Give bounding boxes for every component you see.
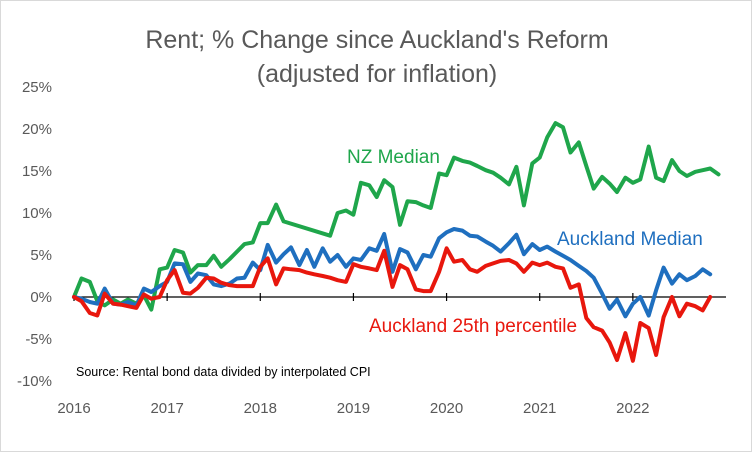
y-tick-label: -5%	[25, 331, 52, 348]
series-label-nz-median: NZ Median	[347, 147, 440, 168]
y-tick-label: 0%	[30, 289, 52, 306]
series-label-auckland-25th-percentile: Auckland 25th percentile	[369, 316, 577, 337]
y-tick-label: -10%	[17, 373, 52, 390]
x-tick-label: 2019	[337, 400, 370, 417]
x-tick-label: 2018	[244, 400, 277, 417]
x-axis: 2016 2017 2018 2019 2020 2021 2022	[57, 293, 726, 417]
plot-area	[72, 121, 721, 363]
y-axis: 25% 20% 15% 10% 5% 0% -5% -10%	[17, 79, 52, 390]
series-line-nz-median	[72, 121, 721, 312]
y-tick-label: 25%	[22, 79, 52, 96]
source-note: Source: Rental bond data divided by inte…	[76, 365, 371, 379]
y-tick-label: 5%	[30, 247, 52, 264]
chart-title: Rent; % Change since Auckland's Reform	[145, 26, 608, 54]
x-tick-label: 2020	[430, 400, 463, 417]
x-tick-label: 2022	[616, 400, 649, 417]
x-tick-label: 2021	[523, 400, 556, 417]
x-tick-label: 2017	[150, 400, 183, 417]
x-tick-label: 2016	[57, 400, 90, 417]
y-tick-label: 20%	[22, 121, 52, 138]
chart-subtitle: (adjusted for inflation)	[257, 60, 497, 88]
y-tick-label: 15%	[22, 163, 52, 180]
series-line-auckland-median	[72, 227, 713, 319]
y-tick-label: 10%	[22, 205, 52, 222]
series-label-auckland-median: Auckland Median	[557, 229, 703, 250]
series-line-auckland-25th-percentile	[72, 246, 713, 363]
